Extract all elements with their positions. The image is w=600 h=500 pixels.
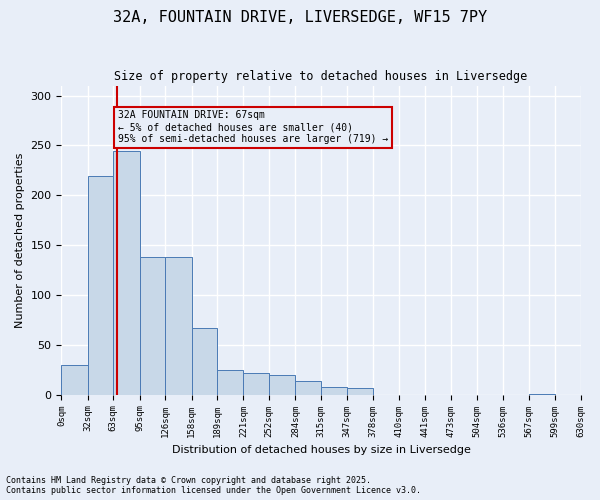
Y-axis label: Number of detached properties: Number of detached properties <box>15 152 25 328</box>
Bar <box>217 370 244 394</box>
Bar <box>61 365 88 394</box>
X-axis label: Distribution of detached houses by size in Liversedge: Distribution of detached houses by size … <box>172 445 470 455</box>
Bar <box>165 257 191 394</box>
Text: 32A FOUNTAIN DRIVE: 67sqm
← 5% of detached houses are smaller (40)
95% of semi-d: 32A FOUNTAIN DRIVE: 67sqm ← 5% of detach… <box>118 110 389 144</box>
Text: 32A, FOUNTAIN DRIVE, LIVERSEDGE, WF15 7PY: 32A, FOUNTAIN DRIVE, LIVERSEDGE, WF15 7P… <box>113 10 487 25</box>
Bar <box>191 328 217 394</box>
Bar <box>321 386 347 394</box>
Bar <box>295 380 321 394</box>
Text: Contains HM Land Registry data © Crown copyright and database right 2025.
Contai: Contains HM Land Registry data © Crown c… <box>6 476 421 495</box>
Bar <box>244 373 269 394</box>
Bar <box>113 152 140 394</box>
Bar <box>88 176 113 394</box>
Bar <box>269 375 295 394</box>
Title: Size of property relative to detached houses in Liversedge: Size of property relative to detached ho… <box>115 70 527 83</box>
Bar <box>140 257 165 394</box>
Bar <box>347 388 373 394</box>
